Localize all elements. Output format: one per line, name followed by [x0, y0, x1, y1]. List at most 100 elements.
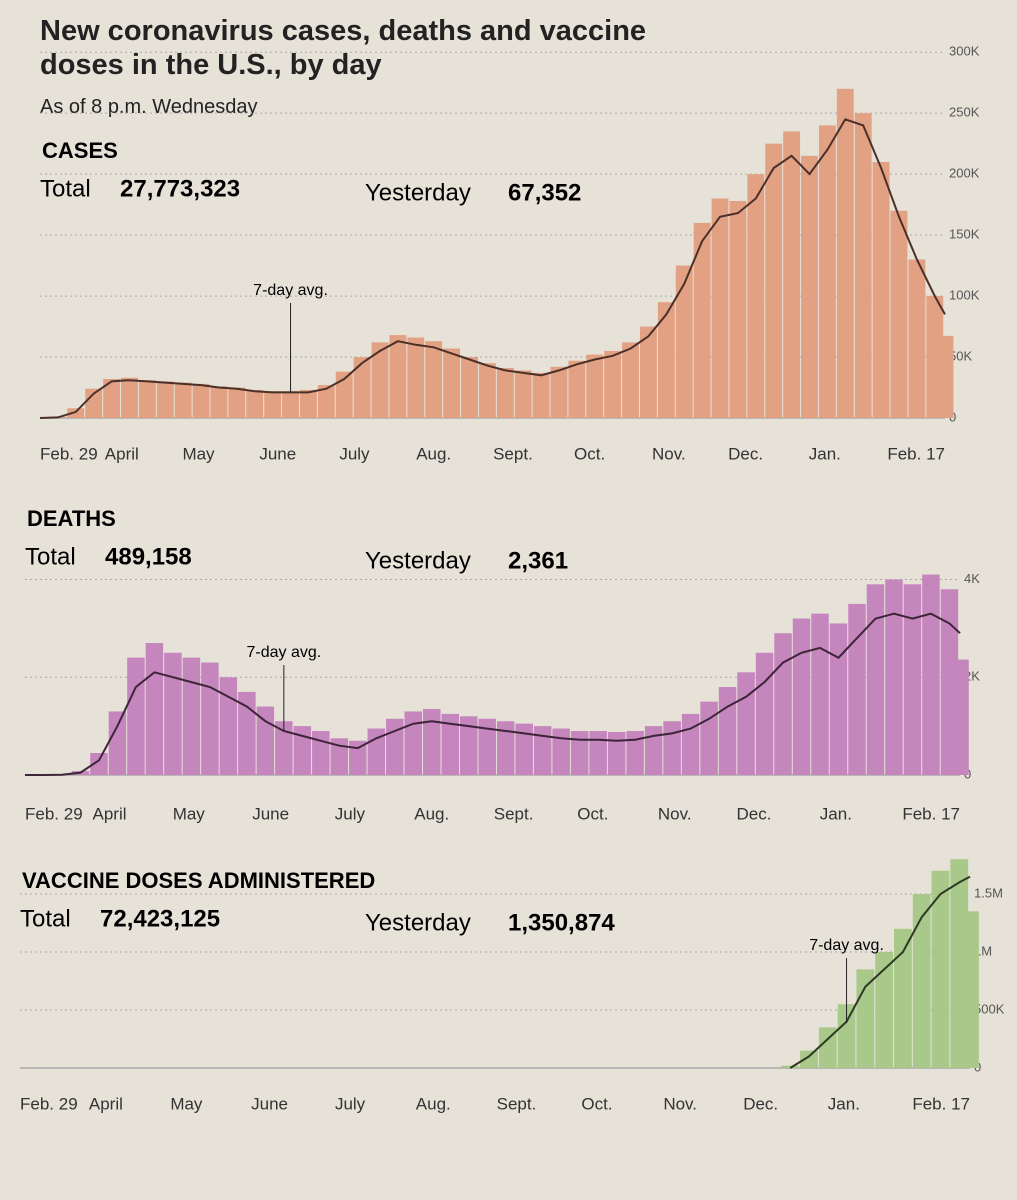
bar	[570, 731, 589, 775]
annotation: 7-day avg.	[809, 937, 884, 954]
bar	[604, 350, 622, 418]
y-tick-label: 250K	[949, 105, 980, 120]
bar	[626, 731, 644, 775]
bar	[264, 391, 282, 418]
x-tick-label: Aug.	[414, 804, 449, 823]
title: New coronavirus cases, deaths and vaccin…	[40, 15, 647, 81]
bar	[317, 385, 335, 418]
x-tick-label: Feb. 17	[912, 1094, 970, 1113]
bar	[854, 113, 872, 419]
bar	[903, 584, 922, 775]
bar	[644, 726, 663, 775]
bar	[496, 368, 514, 418]
bar	[459, 716, 478, 775]
bar	[425, 341, 443, 418]
x-tick-label: Aug.	[416, 444, 451, 463]
bar	[552, 728, 570, 775]
x-tick-label: Oct.	[574, 444, 605, 463]
bar	[729, 200, 747, 418]
bar	[811, 613, 829, 775]
bar	[443, 348, 461, 418]
bar	[550, 366, 568, 418]
x-tick-label: Jan.	[820, 804, 852, 823]
annotation: 7-day avg.	[246, 644, 321, 661]
bar	[961, 911, 979, 1068]
annotation: 7-day avg.	[253, 282, 328, 299]
bar	[312, 731, 330, 775]
bar	[622, 342, 639, 418]
yesterday-label: Yesterday	[365, 909, 471, 936]
yesterday-value: 67,352	[508, 179, 581, 206]
bar	[389, 335, 407, 418]
bar	[210, 386, 228, 418]
bar	[885, 579, 903, 775]
section-label: VACCINE DOSES ADMINISTERED	[22, 868, 375, 893]
y-tick-label: 100K	[949, 288, 980, 303]
x-tick-label: June	[251, 1094, 288, 1113]
bar	[765, 143, 783, 419]
bar	[836, 88, 854, 418]
bar	[848, 603, 866, 775]
bar	[201, 662, 219, 775]
x-tick-label: Jan.	[809, 444, 841, 463]
bar	[174, 382, 192, 418]
x-tick-label: Nov.	[663, 1094, 697, 1113]
x-tick-label: Oct.	[581, 1094, 612, 1113]
bar	[890, 210, 908, 418]
bar	[349, 740, 367, 775]
bar	[532, 372, 550, 418]
bar	[121, 377, 138, 418]
bar	[829, 623, 848, 775]
x-tick-label: Sept.	[493, 444, 533, 463]
x-tick-label: Sept.	[497, 1094, 537, 1113]
bar	[407, 337, 425, 418]
x-tick-label: April	[93, 804, 127, 823]
total-value: 27,773,323	[120, 175, 240, 202]
y-tick-label: 4K	[964, 571, 980, 586]
bar	[718, 687, 737, 775]
yesterday-label: Yesterday	[365, 547, 471, 574]
bar	[514, 370, 532, 418]
x-tick-label: July	[339, 444, 370, 463]
bar	[330, 738, 349, 775]
bar	[145, 643, 164, 775]
bar	[164, 652, 182, 775]
bar	[931, 870, 950, 1068]
x-tick-label: Jan.	[828, 1094, 860, 1113]
bar	[127, 657, 145, 775]
bar	[586, 354, 604, 418]
y-tick-label: 300K	[949, 44, 980, 59]
bar	[675, 265, 693, 418]
x-tick-label: Sept.	[494, 804, 534, 823]
bar	[837, 1004, 856, 1068]
bar	[461, 357, 478, 418]
bar	[663, 721, 681, 775]
bar	[747, 174, 765, 418]
bar	[607, 731, 626, 775]
x-tick-label: July	[335, 804, 366, 823]
bar	[108, 711, 127, 775]
bar	[755, 652, 774, 775]
bar	[335, 371, 353, 418]
bar	[783, 131, 801, 419]
x-tick-label: Feb. 17	[902, 804, 960, 823]
bar	[67, 408, 85, 418]
bar	[800, 1050, 818, 1068]
bar	[275, 721, 293, 775]
x-tick-label: Oct.	[577, 804, 608, 823]
x-tick-label: May	[173, 804, 206, 823]
bar	[192, 383, 210, 418]
bar	[138, 380, 156, 418]
x-tick-label: Feb. 29	[25, 804, 83, 823]
bar	[293, 726, 312, 775]
bar	[423, 709, 441, 775]
bar	[711, 198, 729, 418]
bar	[219, 677, 238, 775]
bar	[792, 618, 811, 775]
bar	[700, 701, 718, 775]
bar	[912, 894, 931, 1068]
total-value: 489,158	[105, 543, 192, 570]
x-tick-label: Feb. 17	[887, 444, 945, 463]
